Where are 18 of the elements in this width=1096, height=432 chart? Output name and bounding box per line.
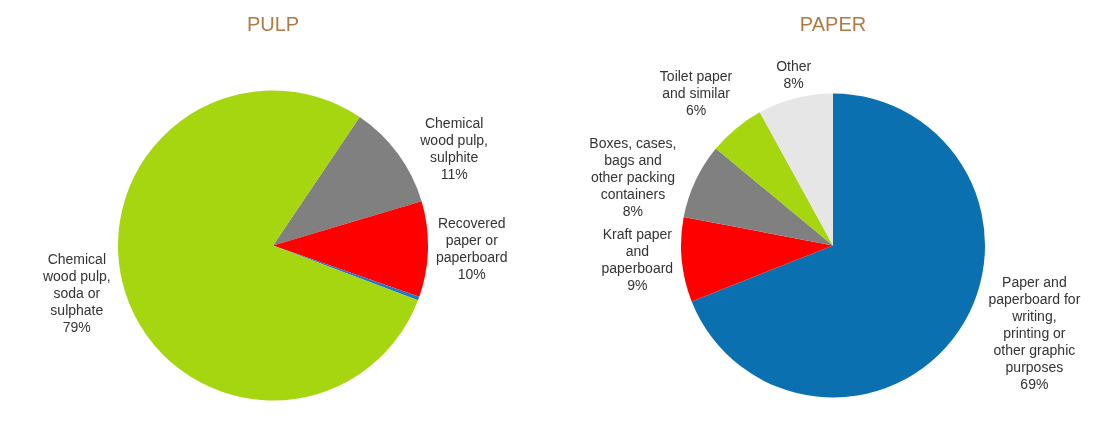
data-label: 69% [1020, 376, 1049, 393]
data-label: 6% [685, 102, 707, 119]
data-label: 8% [622, 203, 644, 220]
slice-label: Paper and paperboard for writing, printing or other graphic purposes [988, 274, 1081, 376]
slice-label: Kraft paper and paperboard [601, 225, 674, 276]
chart-title: PAPER [799, 12, 867, 35]
data-label: 79% [62, 319, 91, 336]
data-label: 9% [627, 276, 648, 293]
slice-label: Chemical wood pulp, soda or sulphate [41, 251, 111, 319]
chart-title: PULP [246, 12, 300, 35]
data-label: 11% [440, 166, 468, 183]
slice-label: Chemical wood pulp, sulphite [419, 115, 488, 166]
data-label: 8% [783, 74, 804, 91]
slice-label: Recovered paper or paperboard [435, 214, 508, 265]
slice-label: Boxes, cases, bags and other packing containers [589, 135, 677, 203]
slice-label: Other [776, 57, 812, 74]
slice-label: Toilet paper and similar [659, 68, 733, 102]
data-label: 10% [457, 265, 486, 282]
